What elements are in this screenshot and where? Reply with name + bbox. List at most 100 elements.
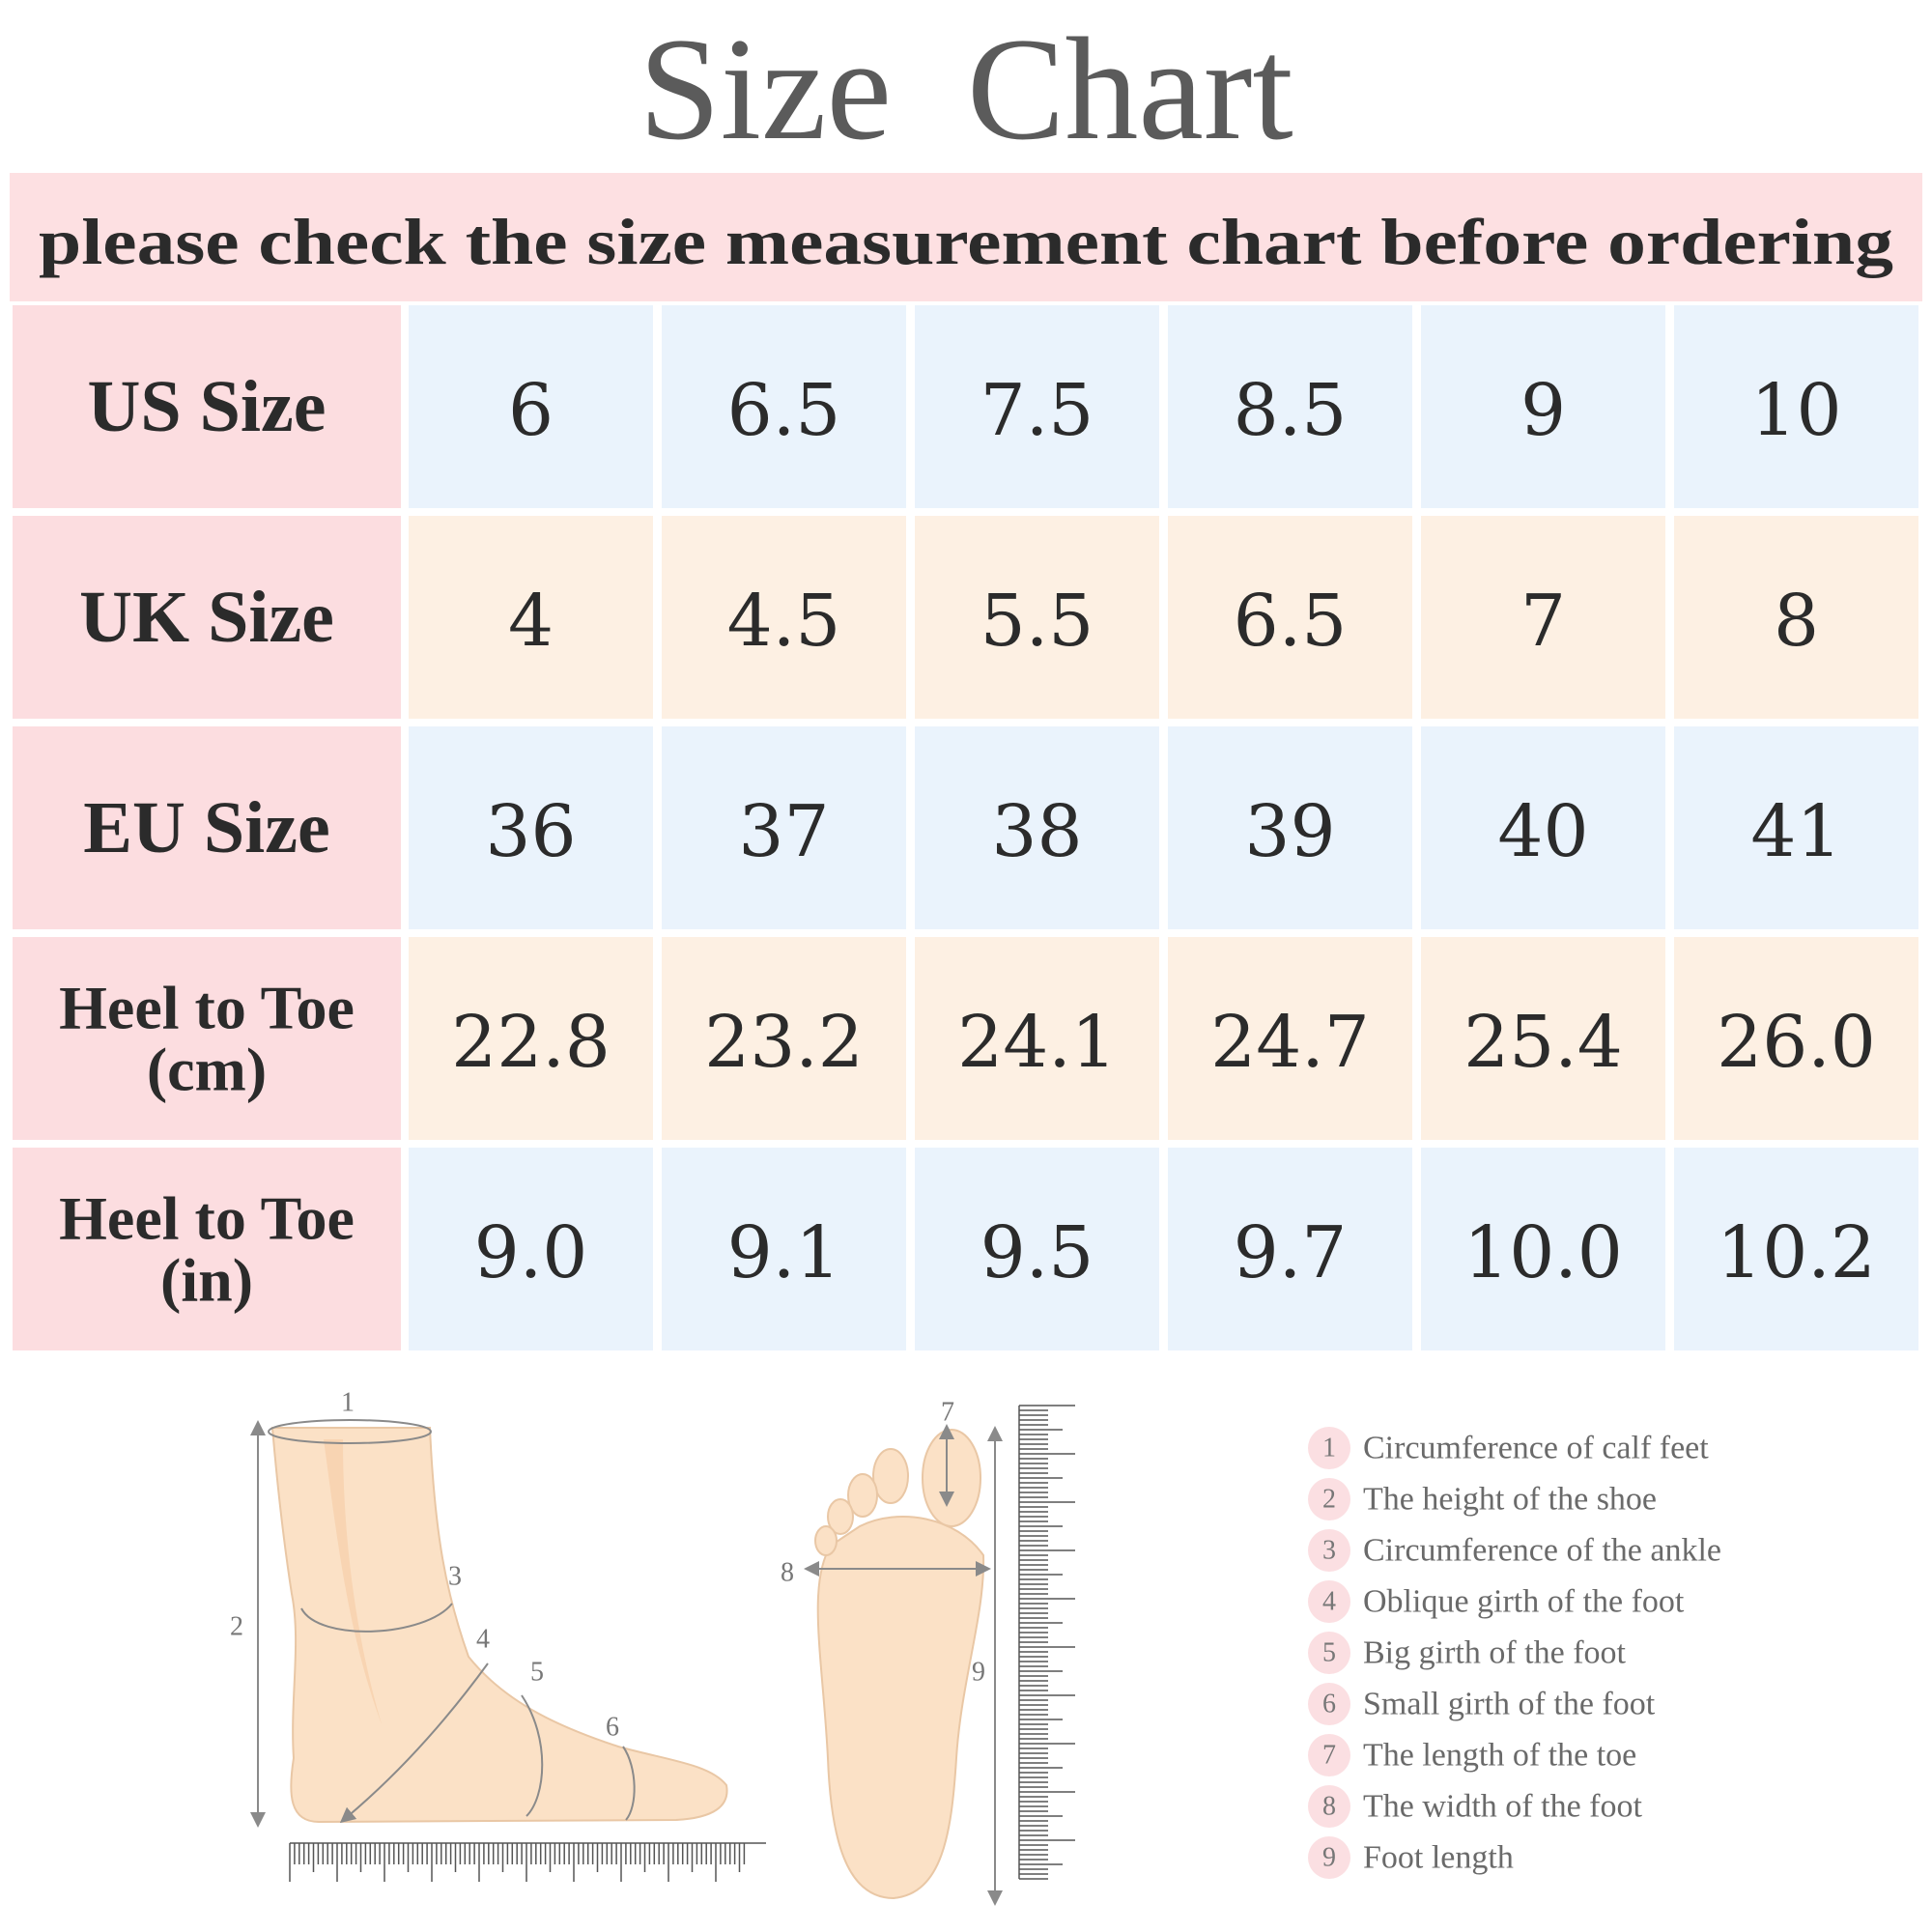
- cell-value: 38: [991, 790, 1082, 873]
- cell-bg: [1168, 516, 1412, 719]
- size-table: US Size 6 6.5 7.5 8.5 9 10 UK Size 4 4.5 5.5 6.5 7 8 E…: [13, 305, 1918, 1350]
- cell-value: 6.5: [727, 369, 841, 452]
- legend-number: 5: [1322, 1638, 1336, 1668]
- cell-value: 9: [1520, 369, 1566, 452]
- legend-text: Circumference of the ankle: [1363, 1533, 1721, 1569]
- cell-value: 24.1: [957, 1001, 1117, 1084]
- legend-number: 6: [1322, 1690, 1336, 1719]
- diagram-number: 7: [941, 1398, 954, 1428]
- legend-number: 2: [1322, 1485, 1336, 1515]
- cell-value: 7: [1520, 580, 1566, 663]
- title: Size Chart: [639, 8, 1293, 170]
- cell-bg: [1674, 516, 1918, 719]
- legend-number: 1: [1322, 1434, 1336, 1463]
- cell-bg: [1674, 305, 1918, 508]
- cell-bg: [915, 726, 1159, 929]
- cell-value: 39: [1244, 790, 1335, 873]
- cell-bg: [915, 1148, 1159, 1350]
- row-header-cell: [13, 1148, 401, 1350]
- cell-bg: [1421, 516, 1665, 719]
- cell-value: 9.1: [727, 1211, 841, 1294]
- cell-bg: [409, 305, 653, 508]
- row-header: UK Size: [79, 577, 334, 658]
- legend-badge: [1308, 1427, 1350, 1469]
- cell-bg: [662, 726, 906, 929]
- cell-value: 6.5: [1234, 580, 1348, 663]
- legend-badge: [1308, 1580, 1350, 1623]
- cell-value: 7.5: [980, 369, 1094, 452]
- legend-number: 4: [1322, 1587, 1336, 1617]
- legend-text: The length of the toe: [1363, 1738, 1636, 1774]
- cell-value: 6: [508, 369, 554, 452]
- cell-bg: [1421, 726, 1665, 929]
- legend-badge: [1308, 1683, 1350, 1725]
- legend-badge: [1308, 1734, 1350, 1776]
- diagram-number: 4: [476, 1625, 490, 1655]
- cell-bg: [1421, 937, 1665, 1140]
- cell-bg: [1674, 726, 1918, 929]
- cell-bg: [662, 1148, 906, 1350]
- cell-value: 4: [508, 580, 554, 663]
- legend-text: The height of the shoe: [1363, 1482, 1657, 1518]
- cell-value: 8.5: [1234, 369, 1348, 452]
- row-header-cell: [13, 516, 401, 719]
- cell-value: 10: [1750, 369, 1841, 452]
- cell-bg: [409, 516, 653, 719]
- legend-text: Oblique girth of the foot: [1363, 1584, 1685, 1620]
- cell-value: 10.0: [1463, 1211, 1623, 1294]
- diagram-number: 8: [781, 1558, 794, 1588]
- legend-number: 7: [1322, 1741, 1336, 1771]
- legend-badge: [1308, 1529, 1350, 1572]
- diagram-number: 5: [530, 1658, 544, 1688]
- cell-value: 40: [1497, 790, 1588, 873]
- legend-text: Big girth of the foot: [1363, 1635, 1627, 1671]
- legend-text: The width of the foot: [1363, 1789, 1642, 1825]
- diagram-number: 9: [972, 1658, 985, 1688]
- cell-value: 4.5: [727, 580, 841, 663]
- cell-value: 9.0: [474, 1211, 588, 1294]
- diagram-number: 2: [230, 1612, 243, 1642]
- cell-bg: [662, 305, 906, 508]
- rulers: [289, 1405, 1075, 1882]
- row-header: EU Size: [83, 787, 329, 868]
- row-header-cell: [13, 937, 401, 1140]
- cell-value: 25.4: [1463, 1001, 1623, 1084]
- legend-text: Small girth of the foot: [1363, 1687, 1656, 1722]
- cell-bg: [1168, 1148, 1412, 1350]
- cell-value: 36: [485, 790, 576, 873]
- cell-value: 22.8: [451, 1001, 611, 1084]
- cell-bg: [1674, 937, 1918, 1140]
- side-foot-illustration: [250, 1419, 728, 1828]
- cell-value: 26.0: [1717, 1001, 1876, 1084]
- row-header-cell: [13, 305, 401, 508]
- legend-badge: [1308, 1836, 1350, 1879]
- cell-bg: [409, 1148, 653, 1350]
- diagram-number: 6: [606, 1713, 619, 1743]
- legend-number: 8: [1322, 1792, 1336, 1822]
- diagram-number: 1: [341, 1388, 355, 1418]
- cell-value: 41: [1750, 790, 1841, 873]
- row-header: Heel to Toe: [59, 1184, 355, 1253]
- cell-value: 9.5: [980, 1211, 1094, 1294]
- sole-illustration: [804, 1424, 1003, 1906]
- cell-value: 8: [1774, 580, 1819, 663]
- row-header: (in): [160, 1246, 253, 1315]
- cell-bg: [1421, 1148, 1665, 1350]
- legend-text: Circumference of calf feet: [1363, 1431, 1709, 1466]
- row-header: Heel to Toe: [59, 974, 355, 1042]
- legend-number: 3: [1322, 1536, 1336, 1566]
- legend-badge: [1308, 1785, 1350, 1828]
- cell-bg: [1168, 937, 1412, 1140]
- cell-bg: [1168, 305, 1412, 508]
- cell-value: 37: [738, 790, 829, 873]
- cell-bg: [915, 937, 1159, 1140]
- row-header: (cm): [147, 1036, 267, 1104]
- legend-badge: [1308, 1632, 1350, 1674]
- cell-bg: [662, 937, 906, 1140]
- subtitle: please check the size measurement chart …: [39, 205, 1893, 278]
- legend-text: Foot length: [1363, 1840, 1514, 1876]
- cell-bg: [1168, 726, 1412, 929]
- cell-bg: [662, 516, 906, 719]
- cell-value: 10.2: [1717, 1211, 1876, 1294]
- cell-value: 5.5: [980, 580, 1094, 663]
